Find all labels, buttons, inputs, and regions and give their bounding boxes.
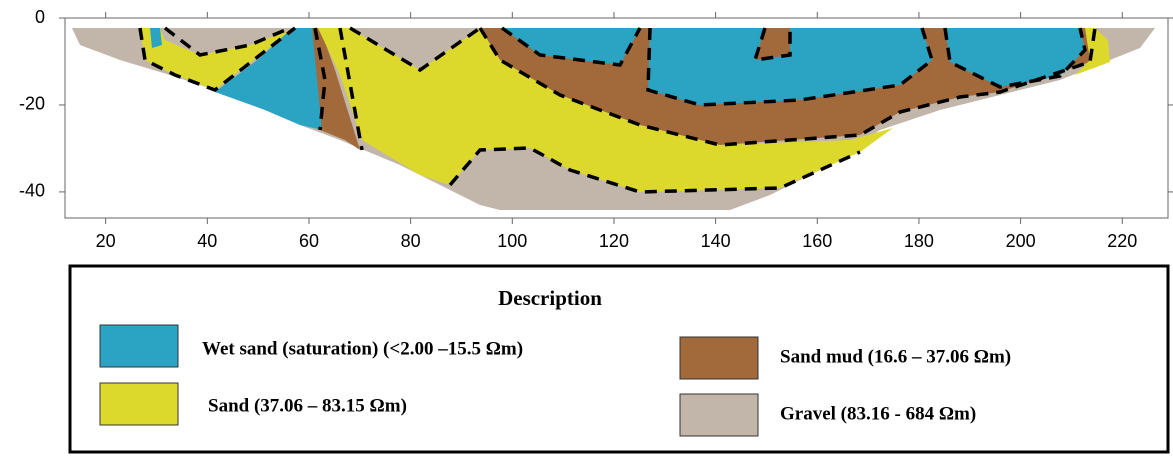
legend-swatch (680, 337, 758, 379)
x-tick-label: 200 (1006, 231, 1036, 251)
x-tick-label: 180 (904, 231, 934, 251)
legend-swatch (680, 394, 758, 436)
y-tick-label: -20 (19, 94, 45, 114)
legend-title: Description (498, 286, 602, 310)
x-tick-label: 160 (802, 231, 832, 251)
y-tick-label: -40 (19, 181, 45, 201)
x-tick-label: 40 (197, 231, 217, 251)
legend-label: Wet sand (saturation) (<2.00 –15.5 Ωm) (202, 338, 523, 359)
x-tick-label: 100 (497, 231, 527, 251)
chart: 20 40 60 80 100 120 140 160 180 200 220 0 -20 -40 Des… (0, 0, 1173, 454)
legend-swatch (100, 383, 178, 425)
y-tick-label: 0 (35, 7, 45, 27)
x-tick-label: 80 (401, 231, 421, 251)
x-tick-label: 20 (96, 231, 116, 251)
legend-label: Sand (37.06 – 83.15 Ωm) (208, 395, 407, 416)
wet-sand-region (150, 28, 162, 48)
legend-label: Sand mud (16.6 – 37.06 Ωm) (780, 346, 1011, 367)
x-tick-label: 60 (299, 231, 319, 251)
legend-label: Gravel (83.16 - 684 Ωm) (780, 403, 976, 424)
x-tick-label: 120 (599, 231, 629, 251)
legend-swatch (100, 325, 178, 367)
section (72, 28, 1155, 210)
x-tick-label: 140 (701, 231, 731, 251)
x-tick-label: 220 (1107, 231, 1137, 251)
